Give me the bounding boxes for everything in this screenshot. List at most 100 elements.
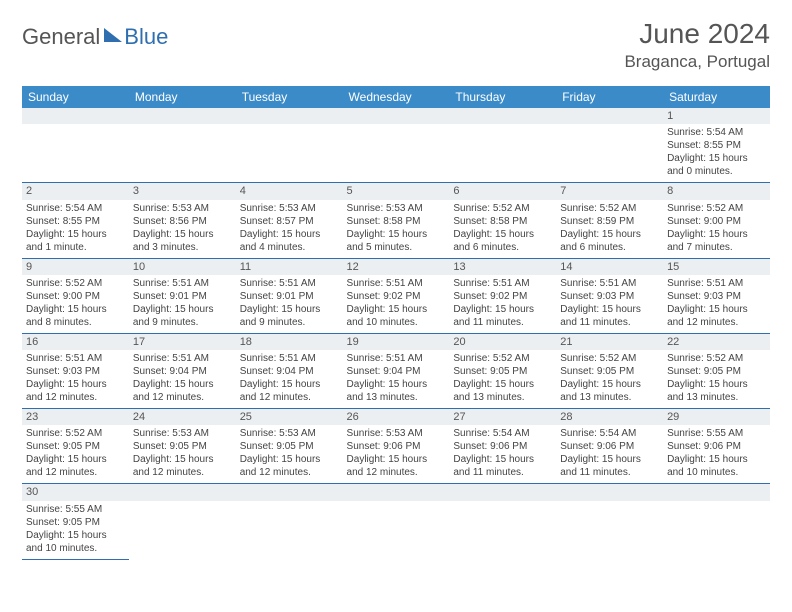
day-cell-14: 14Sunrise: 5:51 AMSunset: 9:03 PMDayligh… [556, 258, 663, 333]
day-cell-empty [343, 108, 450, 183]
daylight-text: Daylight: 15 hours and 10 minutes. [667, 453, 766, 479]
day-number [343, 108, 450, 124]
month-title: June 2024 [624, 18, 770, 50]
sunrise-text: Sunrise: 5:51 AM [560, 277, 659, 290]
week-row: 1Sunrise: 5:54 AMSunset: 8:55 PMDaylight… [22, 108, 770, 183]
day-cell-empty [449, 108, 556, 183]
day-number: 11 [236, 259, 343, 275]
day-number [449, 108, 556, 124]
sunset-text: Sunset: 9:04 PM [240, 365, 339, 378]
day-number [663, 484, 770, 500]
daylight-text: Daylight: 15 hours and 9 minutes. [240, 303, 339, 329]
day-number [556, 484, 663, 500]
sunset-text: Sunset: 9:05 PM [453, 365, 552, 378]
daylight-text: Daylight: 15 hours and 12 minutes. [133, 378, 232, 404]
day-number: 15 [663, 259, 770, 275]
daylight-text: Daylight: 15 hours and 0 minutes. [667, 152, 766, 178]
sunset-text: Sunset: 9:00 PM [667, 215, 766, 228]
title-block: June 2024 Braganca, Portugal [624, 18, 770, 72]
day-number: 14 [556, 259, 663, 275]
header: General Blue June 2024 Braganca, Portuga… [22, 18, 770, 72]
daylight-text: Daylight: 15 hours and 12 minutes. [133, 453, 232, 479]
daylight-text: Daylight: 15 hours and 11 minutes. [560, 453, 659, 479]
sunrise-text: Sunrise: 5:52 AM [26, 277, 125, 290]
daylight-text: Daylight: 15 hours and 11 minutes. [560, 303, 659, 329]
day-number: 9 [22, 259, 129, 275]
sunrise-text: Sunrise: 5:51 AM [240, 352, 339, 365]
day-cell-7: 7Sunrise: 5:52 AMSunset: 8:59 PMDaylight… [556, 183, 663, 258]
daylight-text: Daylight: 15 hours and 6 minutes. [560, 228, 659, 254]
day-cell-10: 10Sunrise: 5:51 AMSunset: 9:01 PMDayligh… [129, 258, 236, 333]
daylight-text: Daylight: 15 hours and 10 minutes. [347, 303, 446, 329]
weekday-friday: Friday [556, 86, 663, 108]
day-number: 27 [449, 409, 556, 425]
sunrise-text: Sunrise: 5:53 AM [133, 427, 232, 440]
day-number: 4 [236, 183, 343, 199]
day-cell-13: 13Sunrise: 5:51 AMSunset: 9:02 PMDayligh… [449, 258, 556, 333]
daylight-text: Daylight: 15 hours and 9 minutes. [133, 303, 232, 329]
weekday-monday: Monday [129, 86, 236, 108]
daylight-text: Daylight: 15 hours and 12 minutes. [240, 378, 339, 404]
day-number: 2 [22, 183, 129, 199]
sunset-text: Sunset: 9:05 PM [667, 365, 766, 378]
day-number: 12 [343, 259, 450, 275]
sunrise-text: Sunrise: 5:52 AM [560, 202, 659, 215]
daylight-text: Daylight: 15 hours and 12 minutes. [26, 453, 125, 479]
day-number [556, 108, 663, 124]
day-cell-23: 23Sunrise: 5:52 AMSunset: 9:05 PMDayligh… [22, 409, 129, 484]
day-number: 29 [663, 409, 770, 425]
weekday-sunday: Sunday [22, 86, 129, 108]
sunset-text: Sunset: 9:06 PM [667, 440, 766, 453]
sunset-text: Sunset: 9:05 PM [560, 365, 659, 378]
sunrise-text: Sunrise: 5:54 AM [453, 427, 552, 440]
day-cell-24: 24Sunrise: 5:53 AMSunset: 9:05 PMDayligh… [129, 409, 236, 484]
daylight-text: Daylight: 15 hours and 10 minutes. [26, 529, 125, 555]
day-cell-empty [556, 484, 663, 559]
week-row: 9Sunrise: 5:52 AMSunset: 9:00 PMDaylight… [22, 258, 770, 333]
sunrise-text: Sunrise: 5:54 AM [667, 126, 766, 139]
sunrise-text: Sunrise: 5:53 AM [133, 202, 232, 215]
day-cell-15: 15Sunrise: 5:51 AMSunset: 9:03 PMDayligh… [663, 258, 770, 333]
sunrise-text: Sunrise: 5:53 AM [240, 427, 339, 440]
day-cell-16: 16Sunrise: 5:51 AMSunset: 9:03 PMDayligh… [22, 333, 129, 408]
day-cell-9: 9Sunrise: 5:52 AMSunset: 9:00 PMDaylight… [22, 258, 129, 333]
day-cell-25: 25Sunrise: 5:53 AMSunset: 9:05 PMDayligh… [236, 409, 343, 484]
sunset-text: Sunset: 9:04 PM [347, 365, 446, 378]
weekday-thursday: Thursday [449, 86, 556, 108]
daylight-text: Daylight: 15 hours and 3 minutes. [133, 228, 232, 254]
day-number: 23 [22, 409, 129, 425]
week-row: 2Sunrise: 5:54 AMSunset: 8:55 PMDaylight… [22, 183, 770, 258]
daylight-text: Daylight: 15 hours and 1 minute. [26, 228, 125, 254]
daylight-text: Daylight: 15 hours and 12 minutes. [240, 453, 339, 479]
day-cell-1: 1Sunrise: 5:54 AMSunset: 8:55 PMDaylight… [663, 108, 770, 183]
day-cell-20: 20Sunrise: 5:52 AMSunset: 9:05 PMDayligh… [449, 333, 556, 408]
day-cell-empty [343, 484, 450, 559]
sunrise-text: Sunrise: 5:53 AM [347, 202, 446, 215]
day-cell-3: 3Sunrise: 5:53 AMSunset: 8:56 PMDaylight… [129, 183, 236, 258]
daylight-text: Daylight: 15 hours and 12 minutes. [347, 453, 446, 479]
day-cell-18: 18Sunrise: 5:51 AMSunset: 9:04 PMDayligh… [236, 333, 343, 408]
daylight-text: Daylight: 15 hours and 8 minutes. [26, 303, 125, 329]
daylight-text: Daylight: 15 hours and 13 minutes. [347, 378, 446, 404]
day-number [236, 484, 343, 500]
day-cell-5: 5Sunrise: 5:53 AMSunset: 8:58 PMDaylight… [343, 183, 450, 258]
daylight-text: Daylight: 15 hours and 11 minutes. [453, 453, 552, 479]
day-cell-empty [129, 108, 236, 183]
day-cell-empty [22, 108, 129, 183]
sunset-text: Sunset: 9:01 PM [240, 290, 339, 303]
sunset-text: Sunset: 9:06 PM [347, 440, 446, 453]
sunset-text: Sunset: 9:05 PM [26, 440, 125, 453]
day-cell-empty [236, 484, 343, 559]
daylight-text: Daylight: 15 hours and 13 minutes. [667, 378, 766, 404]
day-cell-8: 8Sunrise: 5:52 AMSunset: 9:00 PMDaylight… [663, 183, 770, 258]
day-number: 5 [343, 183, 450, 199]
day-cell-empty [556, 108, 663, 183]
sunset-text: Sunset: 8:55 PM [667, 139, 766, 152]
daylight-text: Daylight: 15 hours and 7 minutes. [667, 228, 766, 254]
sunset-text: Sunset: 9:05 PM [133, 440, 232, 453]
day-number: 22 [663, 334, 770, 350]
day-number: 8 [663, 183, 770, 199]
day-cell-12: 12Sunrise: 5:51 AMSunset: 9:02 PMDayligh… [343, 258, 450, 333]
daylight-text: Daylight: 15 hours and 12 minutes. [667, 303, 766, 329]
sunrise-text: Sunrise: 5:51 AM [667, 277, 766, 290]
